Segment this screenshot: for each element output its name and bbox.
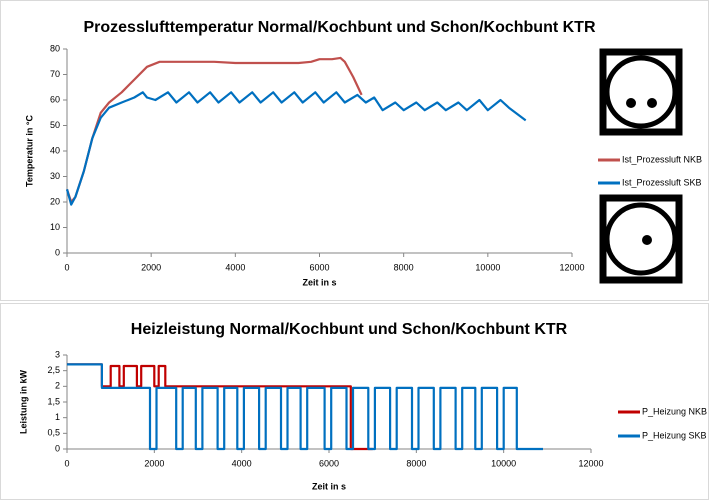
x-tick-label: 4000 — [225, 262, 245, 272]
x-tick-label: 10000 — [491, 458, 516, 468]
legend-label: Ist_Prozessluft SKB — [622, 177, 702, 187]
legend-label: P_Heizung SKB — [642, 430, 707, 440]
y-axis-label: Temperatur in °C — [24, 115, 34, 187]
y-tick-label: 20 — [50, 196, 60, 206]
panel — [0, 0, 709, 301]
x-tick-label: 0 — [64, 458, 69, 468]
x-axis-label: Zeit in s — [302, 277, 336, 287]
y-tick-label: 0 — [55, 247, 60, 257]
y-tick-label: 30 — [50, 171, 60, 181]
y-tick-label: 80 — [50, 43, 60, 53]
x-tick-label: 2000 — [141, 262, 161, 272]
panel — [0, 303, 709, 500]
y-tick-label: 1 — [55, 412, 60, 422]
y-tick-label: 10 — [50, 222, 60, 232]
y-tick-label: 60 — [50, 94, 60, 104]
x-tick-label: 6000 — [319, 458, 339, 468]
series-line — [67, 363, 543, 451]
chart-title: Prozesslufttemperatur Normal/Kochbunt un… — [83, 19, 595, 36]
y-tick-label: 1,5 — [47, 396, 60, 406]
y-axis-label: Leistung in kW — [18, 369, 28, 434]
x-tick-label: 4000 — [232, 458, 252, 468]
icon-normal — [599, 48, 683, 136]
y-tick-label: 40 — [50, 145, 60, 155]
x-tick-label: 12000 — [559, 262, 584, 272]
y-tick-label: 0,5 — [47, 428, 60, 438]
x-axis-label: Zeit in s — [312, 481, 346, 491]
x-tick-label: 8000 — [394, 262, 414, 272]
x-tick-label: 8000 — [406, 458, 426, 468]
x-tick-label: 2000 — [144, 458, 164, 468]
chart-title: Heizleistung Normal/Kochbunt und Schon/K… — [131, 321, 568, 338]
x-tick-label: 6000 — [309, 262, 329, 272]
x-tick-label: 0 — [64, 262, 69, 272]
legend-label: P_Heizung NKB — [642, 406, 707, 416]
series-line — [67, 363, 373, 451]
y-tick-label: 50 — [50, 120, 60, 130]
legend-label: Ist_Prozessluft NKB — [622, 154, 702, 164]
y-tick-label: 2,5 — [47, 365, 60, 375]
y-tick-label: 70 — [50, 69, 60, 79]
y-tick-label: 3 — [55, 349, 60, 359]
series-line — [65, 91, 527, 206]
x-tick-label: 12000 — [578, 458, 603, 468]
y-tick-label: 0 — [55, 443, 60, 453]
y-tick-label: 2 — [55, 381, 60, 391]
icon-schon — [599, 194, 683, 284]
x-tick-label: 10000 — [475, 262, 500, 272]
